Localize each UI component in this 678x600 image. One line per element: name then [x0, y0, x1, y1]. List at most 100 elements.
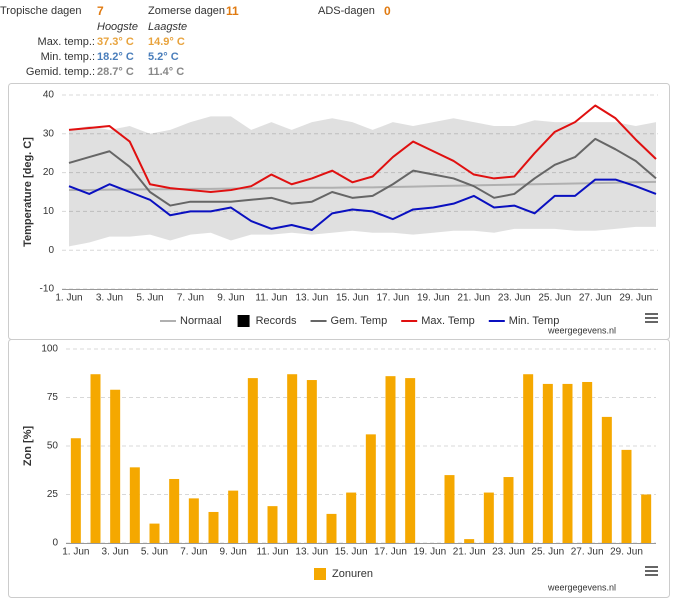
x-tick-label: 13. Jun [295, 547, 328, 558]
menu-icon[interactable] [645, 566, 658, 576]
line-series [68, 104, 657, 193]
credit: weergegevens.nl [547, 582, 616, 592]
menu-icon[interactable] [645, 313, 658, 323]
stat-value: 0 [384, 4, 391, 18]
line-series [69, 180, 657, 192]
bar [483, 492, 494, 543]
row-label: Max. temp.: [37, 36, 95, 48]
bar [110, 389, 121, 543]
legend-label: Normaal [180, 315, 222, 327]
line-series [68, 137, 657, 207]
x-tick-label: 23. Jun [498, 293, 531, 304]
bar [365, 434, 376, 543]
y-tick-label: 30 [43, 128, 55, 139]
bar [149, 523, 160, 543]
stat-value: 7 [97, 4, 104, 18]
stat-label: Zomerse dagen [148, 5, 226, 17]
x-tick-label: 11. Jun [256, 547, 288, 558]
y-tick-label: 0 [52, 538, 58, 549]
bar [208, 511, 219, 543]
x-tick-label: 11. Jun [255, 293, 287, 304]
y-tick-label: 50 [47, 441, 59, 452]
x-tick-label: 25. Jun [531, 547, 564, 558]
x-tick-label: 21. Jun [457, 293, 490, 304]
bar [346, 492, 357, 543]
stat-label: ADS-dagen [318, 5, 375, 17]
bar [601, 416, 612, 543]
legend: Normaal Records Gem. Temp Max. Temp Min. Tem… [160, 315, 559, 327]
x-tick-label: 23. Jun [492, 547, 525, 558]
x-tick-label: 3. Jun [96, 293, 123, 304]
bar [129, 467, 140, 543]
y-tick-label: 0 [48, 245, 54, 256]
y-tick-label: 40 [43, 90, 55, 101]
legend-label: Gem. Temp [331, 315, 388, 327]
bar [70, 438, 81, 543]
y-tick-label: -10 [40, 284, 55, 295]
bar [228, 490, 239, 543]
y-axis-title: Zon [%] [22, 426, 34, 467]
temp-value: 14.9° C [148, 36, 185, 48]
x-tick-label: 7. Jun [180, 547, 207, 558]
legend-label: Min. Temp [509, 315, 560, 327]
stat-label: Tropische dagen [0, 5, 82, 17]
x-tick-label: 9. Jun [220, 547, 247, 558]
x-tick-label: 19. Jun [417, 293, 450, 304]
y-tick-label: 75 [47, 392, 59, 403]
bar [503, 477, 514, 543]
x-tick-label: 17. Jun [374, 547, 407, 558]
legend-label: Max. Temp [421, 315, 475, 327]
y-tick-label: 20 [43, 167, 55, 178]
bar [621, 449, 632, 543]
x-tick-label: 1. Jun [55, 293, 82, 304]
bar [247, 378, 258, 543]
row-label: Min. temp.: [40, 51, 95, 63]
temp-value: 18.2° C [97, 51, 134, 63]
x-tick-label: 3. Jun [102, 547, 129, 558]
x-tick-label: 21. Jun [453, 547, 486, 558]
bar [562, 383, 573, 543]
y-tick-label: 10 [43, 206, 55, 217]
legend-symbol [237, 315, 250, 327]
bar [188, 498, 199, 543]
temp-value: 5.2° C [148, 51, 179, 63]
stat-value: 11 [226, 4, 239, 18]
x-tick-label: 5. Jun [136, 293, 163, 304]
x-tick-label: 29. Jun [610, 547, 643, 558]
bar [385, 376, 396, 543]
bar [582, 381, 593, 543]
records-band [69, 116, 656, 247]
bar [405, 378, 416, 543]
temp-value: 11.4° C [148, 66, 185, 78]
bar [542, 383, 553, 543]
temp-value: 28.7° C [97, 66, 134, 78]
x-tick-label: 13. Jun [295, 293, 328, 304]
bar [641, 494, 652, 543]
row-label: Gemid. temp.: [25, 66, 95, 78]
chart-frame [8, 339, 670, 598]
bar [444, 475, 455, 543]
x-tick-label: 9. Jun [217, 293, 244, 304]
x-tick-label: 7. Jun [177, 293, 204, 304]
x-tick-label: 1. Jun [62, 547, 89, 558]
column-header: Hoogste [97, 21, 138, 33]
column-header: Laagste [148, 21, 188, 33]
legend-label: Zonuren [332, 568, 373, 580]
y-tick-label: 100 [41, 344, 58, 355]
x-tick-label: 25. Jun [538, 293, 571, 304]
bar [464, 539, 475, 543]
legend: Zonuren [314, 568, 373, 580]
bar [169, 478, 180, 543]
bar [306, 380, 317, 543]
bar [287, 374, 298, 543]
x-tick-label: 5. Jun [141, 547, 168, 558]
x-tick-label: 29. Jun [619, 293, 652, 304]
bar [90, 374, 101, 543]
bar [523, 374, 534, 543]
temp-value: 37.3° C [97, 36, 134, 48]
bar [326, 513, 337, 543]
y-axis-title: Temperature [deg. C] [22, 137, 34, 247]
x-tick-label: 19. Jun [413, 547, 446, 558]
